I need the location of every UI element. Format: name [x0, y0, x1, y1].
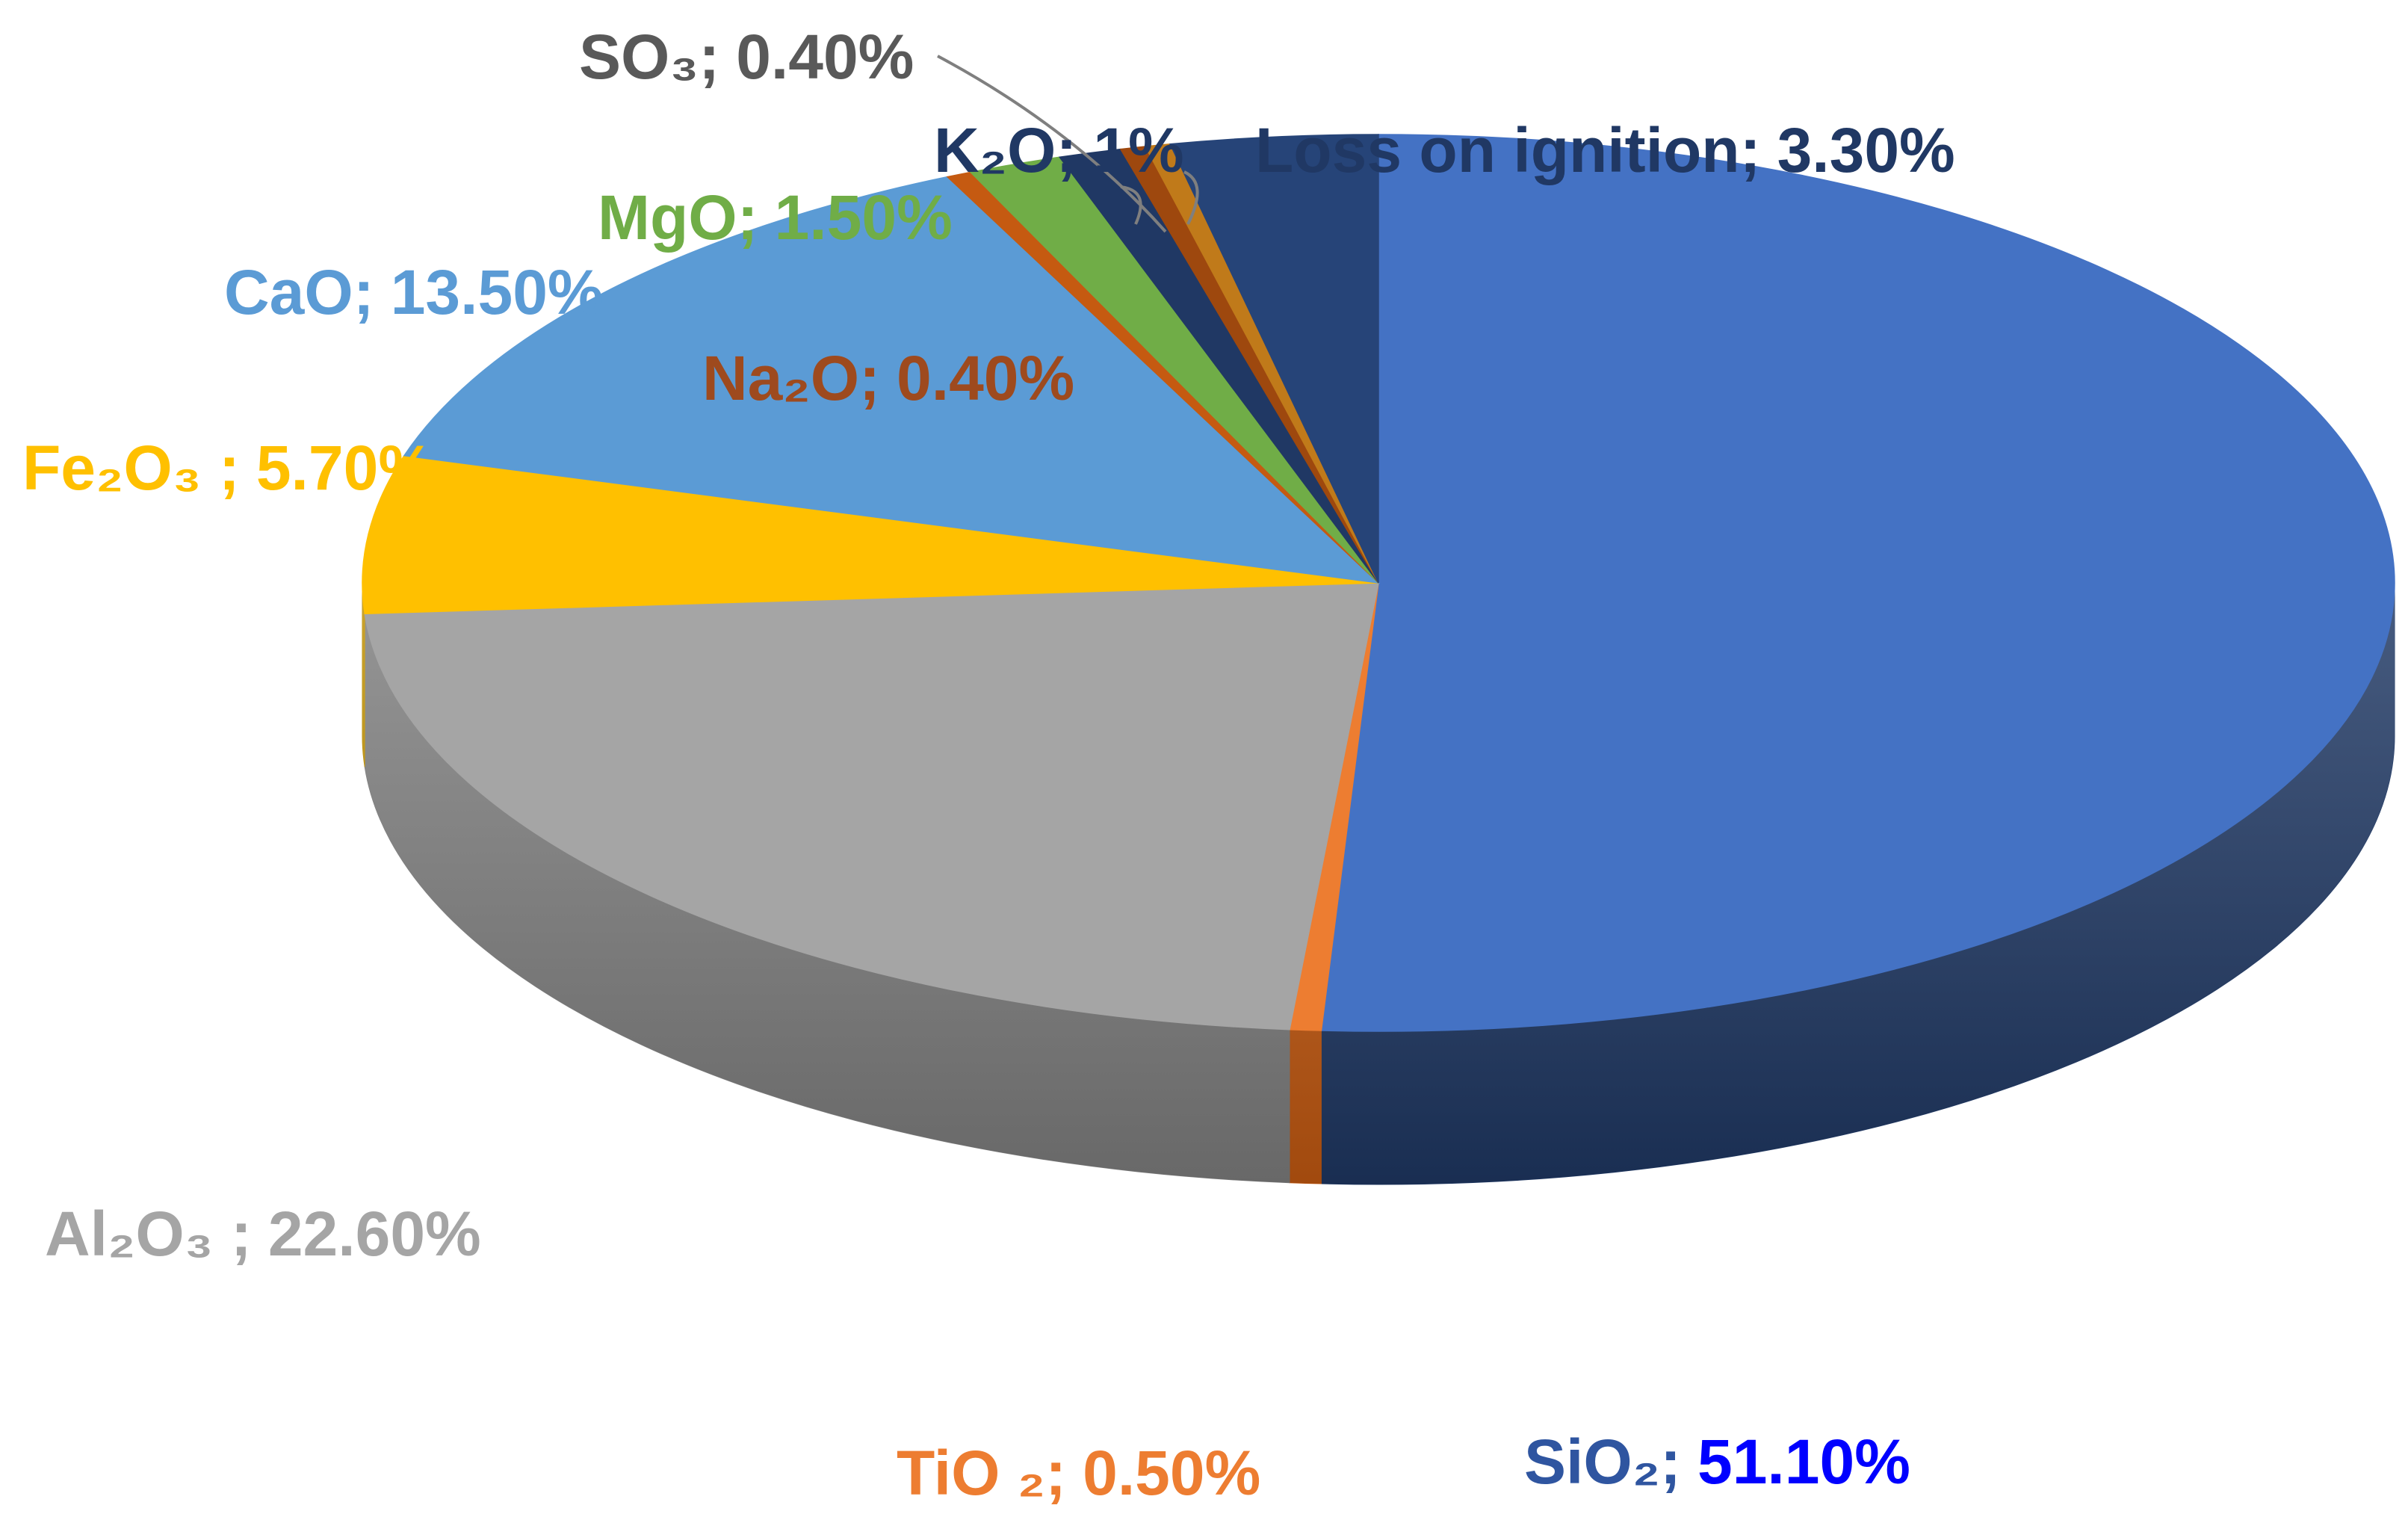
slice-label-value: 51.10%	[1697, 1427, 1910, 1497]
pie-tops	[362, 134, 2395, 1032]
slice-label-name: K₂O;	[934, 115, 1077, 185]
slice-label-value: 13.50%	[391, 257, 604, 327]
slice-label-value: 1.50%	[775, 182, 953, 253]
leader-line-so3-8	[937, 55, 1167, 233]
slice-label-al2o3-2: Al₂O₃ ; 22.60%	[45, 1199, 481, 1269]
slice-label-na2o-5: Na₂O; 0.40%	[702, 343, 1074, 413]
pie-slice-sio2-0	[1320, 134, 2395, 1032]
slice-label-value: 0.50%	[1083, 1438, 1260, 1508]
slice-label-name: SO₃;	[579, 22, 719, 92]
slice-label-value: 3.30%	[1777, 115, 1955, 185]
slice-label-value: 22.60%	[268, 1199, 481, 1269]
slice-label-value: 5.70%	[256, 433, 434, 503]
slice-label-tio-2-1: TiO ₂; 0.50%	[897, 1438, 1260, 1508]
pie-slice-al2o3-2	[364, 582, 1379, 1031]
slice-label-sio2-0: SiO₂; 51.10%	[1524, 1427, 1910, 1497]
slice-label-loss-on-ignition-10: Loss on ignition; 3.30%	[1255, 115, 1955, 185]
slice-label-name: SiO₂;	[1524, 1427, 1681, 1497]
slice-label-name: MgO;	[598, 182, 758, 253]
slice-label-k2o-7: K₂O; 1%	[934, 115, 1184, 185]
pie-slice-fe2o3-3	[362, 454, 1379, 615]
pie-side-shading	[362, 583, 2395, 1184]
pie-slice-loss-on-ignition-10	[1169, 134, 1379, 584]
slice-labels: SiO₂; 51.10% TiO ₂; 0.50% Al₂O₃ ; 22.60% Fe₂O₃…	[22, 22, 1955, 1508]
slice-label-fe2o3-3: Fe₂O₃ ; 5.70%	[22, 433, 434, 503]
leader-line-loss-on-ignition-10	[1183, 170, 1199, 225]
slice-label-value: 0.40%	[736, 22, 914, 92]
slice-label-name: Loss on ignition;	[1255, 115, 1761, 185]
slice-label-name: Fe₂O₃ ;	[22, 433, 240, 503]
slice-label-value: 1%	[1093, 115, 1183, 185]
slice-label-name: Al₂O₃ ;	[45, 1199, 252, 1269]
slice-label-name: CaO;	[224, 257, 374, 327]
slice-label-value: 0.40%	[897, 343, 1074, 413]
pie-slice-cao-4	[403, 176, 1381, 584]
slice-label-name: Na₂O;	[702, 343, 880, 413]
leader-lines	[937, 55, 1199, 233]
slice-label-name: TiO ₂;	[897, 1438, 1066, 1508]
slice-label-cao-4: CaO; 13.50%	[224, 257, 604, 327]
leader-line-k2o-7	[1120, 185, 1142, 225]
slice-label-so3-8: SO₃; 0.40%	[579, 22, 914, 92]
slice-label-mgo-6: MgO; 1.50%	[598, 182, 953, 253]
pie-sides	[362, 582, 2395, 1185]
